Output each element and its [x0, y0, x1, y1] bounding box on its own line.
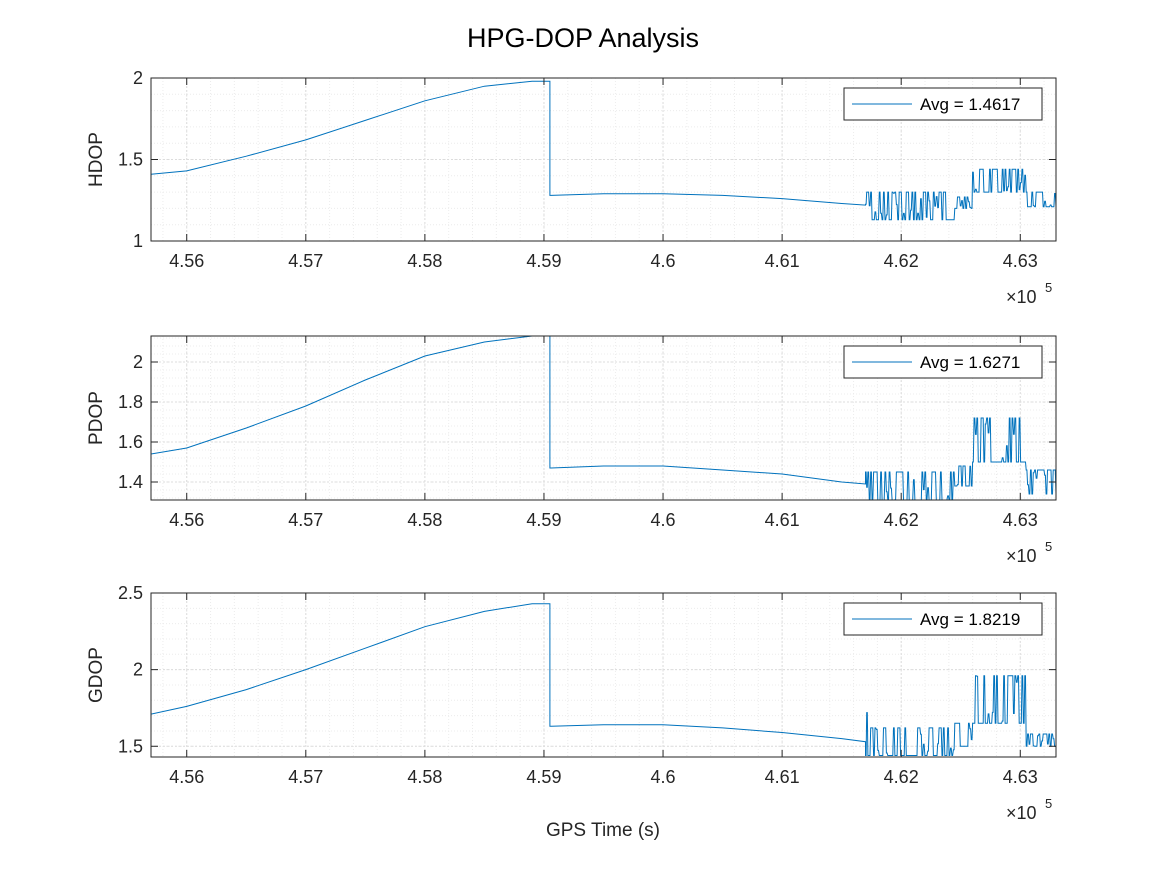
- x-axis-label: GPS Time (s): [546, 820, 660, 841]
- x-tick-label: 4.57: [288, 510, 323, 530]
- x-tick-label: 4.57: [288, 251, 323, 271]
- x-tick-label: 4.6: [651, 767, 676, 787]
- x-tick-label: 4.58: [407, 767, 442, 787]
- y-tick-label: 2: [133, 68, 143, 88]
- y-tick-label: 1.6: [118, 432, 143, 452]
- x-tick-label: 4.58: [407, 251, 442, 271]
- x-tick-label: 4.56: [169, 767, 204, 787]
- y-tick-label: 2: [133, 352, 143, 372]
- y-tick-label: 1: [133, 231, 143, 251]
- x-tick-label: 4.59: [526, 767, 561, 787]
- x-tick-label: 4.63: [1003, 251, 1038, 271]
- legend: Avg = 1.4617: [843, 87, 1043, 121]
- x-tick-label: 4.61: [765, 251, 800, 271]
- series-line: [151, 80, 1056, 221]
- y-tick-label: 2.5: [118, 583, 143, 603]
- y-axis-label: GDOP: [86, 647, 107, 703]
- axes-box: [150, 592, 1057, 758]
- x-tick-label: 4.61: [765, 510, 800, 530]
- x-tick-label: 4.61: [765, 767, 800, 787]
- y-tick-label: 1.8: [118, 392, 143, 412]
- x-tick-label: 4.63: [1003, 510, 1038, 530]
- subplots: 4.56 4.57 4.58 4.59 4.6 4.61 4.62 4.6311.52HDOP…: [86, 68, 1057, 823]
- x-exponent-power: 5: [1045, 539, 1052, 554]
- axes-box: [150, 335, 1057, 501]
- x-exponent-label: ×10: [1006, 287, 1037, 307]
- y-axis-label: HDOP: [86, 132, 107, 187]
- legend: Avg = 1.8219: [843, 602, 1043, 636]
- legend-label: Avg = 1.8219: [920, 610, 1020, 629]
- y-tick-label: 1.5: [118, 736, 143, 756]
- x-tick-label: 4.63: [1003, 767, 1038, 787]
- subplot-gdop: 4.56 4.57 4.58 4.59 4.6 4.61 4.62 4.63 1.5 2 2.5 GD…: [86, 583, 1057, 823]
- y-tick-label: 1.4: [118, 472, 143, 492]
- figure-title: HPG-DOP Analysis: [467, 23, 699, 53]
- x-tick-label: 4.58: [407, 510, 442, 530]
- subplot-pdop: 4.56 4.57 4.58 4.59 4.6 4.61 4.62 4.63 1.4 1.6 1.8…: [86, 335, 1057, 566]
- x-tick-label: 4.56: [169, 510, 204, 530]
- legend-label: Avg = 1.4617: [920, 95, 1020, 114]
- x-exponent-power: 5: [1045, 796, 1052, 811]
- series-line: [151, 603, 1056, 756]
- x-exponent-label: ×10: [1006, 803, 1037, 823]
- x-tick-label: 4.6: [651, 510, 676, 530]
- x-tick-label: 4.57: [288, 767, 323, 787]
- x-exponent-power: 5: [1045, 280, 1052, 295]
- x-tick-label: 4.62: [884, 510, 919, 530]
- x-tick-label: 4.62: [884, 251, 919, 271]
- legend-label: Avg = 1.6271: [920, 353, 1020, 372]
- x-exponent-label: ×10: [1006, 546, 1037, 566]
- subplot-hdop: 4.56 4.57 4.58 4.59 4.6 4.61 4.62 4.63 1 1.5 2 HDOP…: [86, 68, 1057, 307]
- x-tick-label: 4.6: [651, 251, 676, 271]
- y-tick-label: 1.5: [118, 150, 143, 170]
- y-axis-label: PDOP: [86, 391, 107, 445]
- series-line: [151, 336, 1056, 500]
- x-tick-label: 4.59: [526, 251, 561, 271]
- x-tick-label: 4.59: [526, 510, 561, 530]
- legend: Avg = 1.6271: [843, 345, 1043, 379]
- y-tick-label: 2: [133, 660, 143, 680]
- x-tick-label: 4.62: [884, 767, 919, 787]
- x-tick-label: 4.56: [169, 251, 204, 271]
